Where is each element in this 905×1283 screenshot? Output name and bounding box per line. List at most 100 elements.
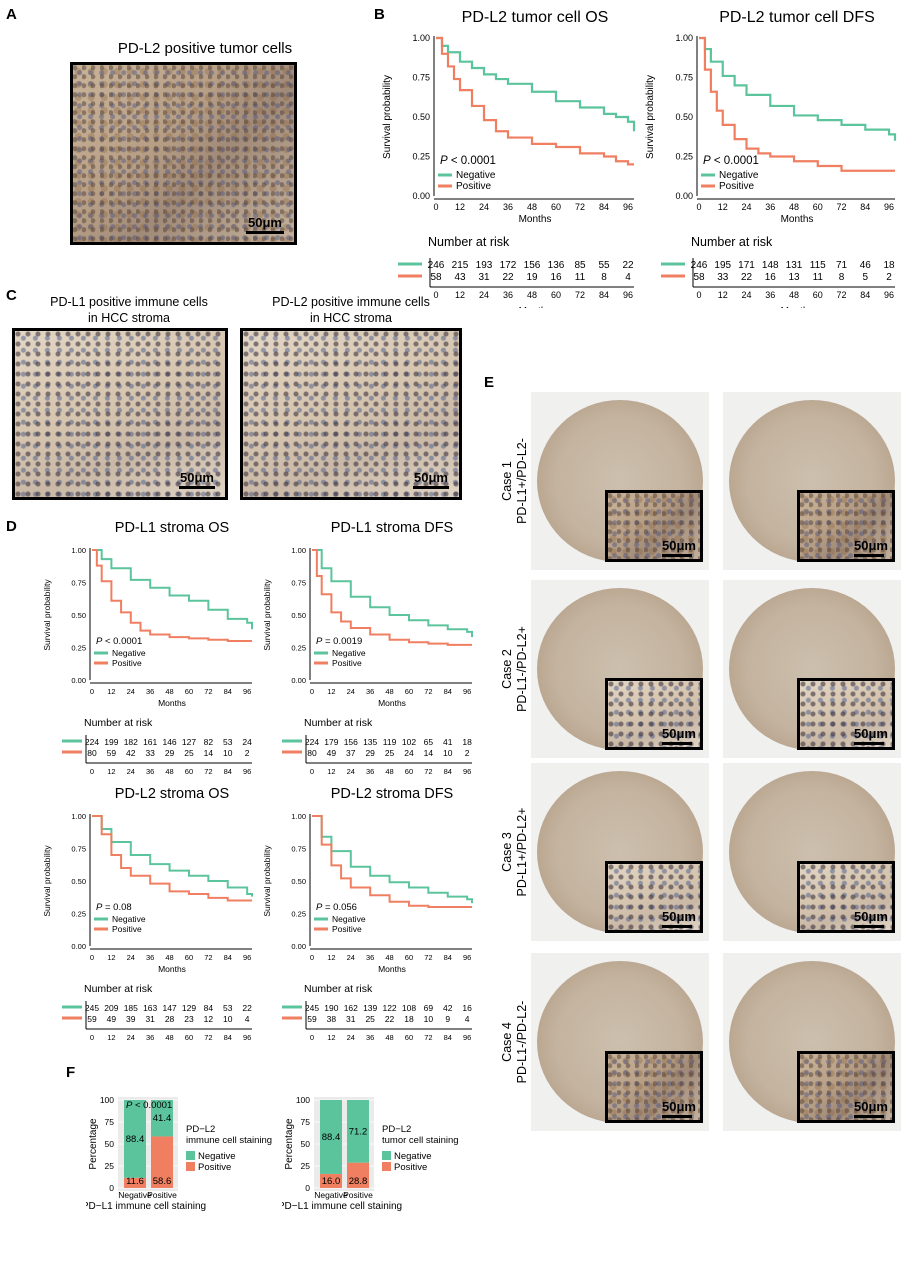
case-label-line2: PD-L1-/PD-L2-: [515, 1000, 529, 1084]
risk-table-cell: 172: [500, 260, 517, 271]
bar-positive: [320, 1173, 342, 1188]
km-curve-positive: [92, 549, 252, 642]
km-chart-d1: PD-L1 stroma OS 0.00 0.25 0.50 0.75 1.00 Survi…: [40, 516, 260, 788]
risk-table-x-tick: 48: [165, 767, 173, 776]
legend-label-negative: Negative: [394, 1151, 432, 1162]
risk-table-cell: 139: [363, 1003, 377, 1013]
risk-table-cell: 23: [184, 1014, 194, 1024]
risk-table-x-tick: 60: [813, 290, 823, 300]
x-tick-label: 60: [551, 202, 561, 212]
risk-table-cell: 246: [691, 260, 708, 271]
risk-table-cell: 146: [162, 737, 176, 747]
x-tick-label: 36: [765, 202, 775, 212]
x-tick-label: 24: [127, 953, 135, 962]
scale-bar: 50μm: [662, 909, 696, 928]
tma-core-case4-pdl1: 50μm: [531, 953, 709, 1131]
risk-table-x-tick: 96: [463, 1033, 471, 1042]
risk-table-cell: 199: [104, 737, 118, 747]
y-tick-label: 0.75: [71, 845, 86, 854]
risk-table-cell: 29: [365, 748, 375, 758]
km-curve-positive: [436, 36, 634, 166]
x-tick-label: 72: [424, 953, 432, 962]
scale-bar-label: 50μm: [662, 726, 696, 741]
risk-table-cell: 80: [87, 748, 97, 758]
x-tick-label: 0: [433, 202, 438, 212]
y-axis-label: Survival probability: [382, 75, 393, 159]
data-label: 11.6: [126, 1176, 144, 1187]
legend-label-negative: Negative: [456, 170, 496, 181]
risk-table-x-tick: 24: [742, 290, 752, 300]
p-value-label: P < 0.0001: [440, 155, 496, 167]
risk-table-x-tick: 24: [347, 767, 355, 776]
p-value-label: P < 0.0001: [703, 155, 759, 167]
x-tick-label: 84: [444, 953, 452, 962]
risk-table-cell: 14: [424, 748, 434, 758]
risk-table-cell: 49: [107, 1014, 117, 1024]
risk-table-cell: 59: [87, 1014, 97, 1024]
tma-core-case2-pdl1: 50μm: [531, 580, 709, 758]
x-axis-label: Months: [158, 698, 186, 708]
risk-table-cell: 11: [813, 272, 824, 283]
risk-table-cell: 42: [443, 1003, 453, 1013]
risk-table-cell: 185: [124, 1003, 138, 1013]
risk-table-cell: 22: [622, 260, 634, 271]
risk-table-cell: 108: [402, 1003, 416, 1013]
y-tick-label: 1.00: [675, 33, 693, 43]
legend-label-positive: Positive: [332, 658, 362, 668]
x-tick-label: 96: [243, 687, 251, 696]
legend-label-positive: Positive: [198, 1162, 231, 1173]
panel-letter-d: D: [6, 518, 17, 535]
panel-letter-c: C: [6, 287, 17, 304]
x-tick-label: Positive: [343, 1190, 373, 1200]
risk-table-cell: 131: [786, 260, 803, 271]
y-axis-label: Percentage: [88, 1118, 99, 1170]
bar-chart-f1: 0 25 50 75 100 Percentage 11.6 88.4 Negative 58.6…: [82, 1080, 282, 1278]
x-tick-label: 24: [742, 202, 752, 212]
risk-table-x-tick: 60: [185, 1033, 193, 1042]
km-curve-negative: [436, 36, 636, 132]
y-tick-label: 0.75: [675, 73, 693, 83]
x-tick-label: 12: [718, 202, 728, 212]
y-tick-label: 50: [301, 1139, 311, 1149]
risk-table-x-tick: 48: [527, 290, 537, 300]
x-tick-label: 36: [146, 953, 154, 962]
risk-table-cell: 4: [245, 1014, 250, 1024]
x-tick-label: 48: [385, 687, 393, 696]
y-tick-label: 0.00: [291, 676, 306, 685]
risk-table-cell: 119: [383, 737, 397, 747]
risk-table-x-tick: 0: [310, 1033, 314, 1042]
risk-table-cell: 65: [424, 737, 434, 747]
legend-label-positive: Positive: [394, 1162, 427, 1173]
risk-table-cell: 31: [346, 1014, 356, 1024]
y-tick-label: 0: [109, 1183, 114, 1193]
x-tick-label: 48: [385, 953, 393, 962]
risk-table-cell: 5: [863, 272, 869, 283]
risk-table-cell: 162: [344, 1003, 358, 1013]
scale-bar-label: 50μm: [854, 1099, 888, 1114]
y-tick-label: 100: [100, 1095, 114, 1105]
risk-table-cell: 25: [365, 1014, 375, 1024]
y-tick-label: 1.00: [71, 812, 86, 821]
risk-table-cell: 148: [762, 260, 779, 271]
risk-table-x-tick: 24: [479, 290, 489, 300]
x-tick-label: 0: [310, 687, 314, 696]
km-chart-d4: PD-L2 stroma DFS 0.00 0.25 0.50 0.75 1.00 Surv…: [260, 782, 480, 1054]
scale-bar-label: 50μm: [854, 909, 888, 924]
x-tick-label: 96: [463, 953, 471, 962]
risk-table-cell: 42: [126, 748, 136, 758]
data-label: 88.4: [126, 1134, 145, 1145]
x-tick-label: 0: [310, 953, 314, 962]
risk-table-cell: 156: [524, 260, 541, 271]
risk-table-cell: 37: [346, 748, 356, 758]
risk-table-cell: 22: [242, 1003, 252, 1013]
panel-letter-f: F: [66, 1064, 76, 1081]
data-label: 41.4: [153, 1113, 172, 1124]
risk-table-x-label: Months: [781, 306, 814, 308]
y-tick-label: 1.00: [412, 33, 430, 43]
risk-table-cell: 41: [443, 737, 453, 747]
legend-swatch-negative: [186, 1151, 195, 1160]
risk-table-cell: 18: [883, 260, 895, 271]
risk-table-x-tick: 12: [327, 767, 335, 776]
y-tick-label: 100: [296, 1095, 310, 1105]
risk-table-cell: 12: [204, 1014, 214, 1024]
